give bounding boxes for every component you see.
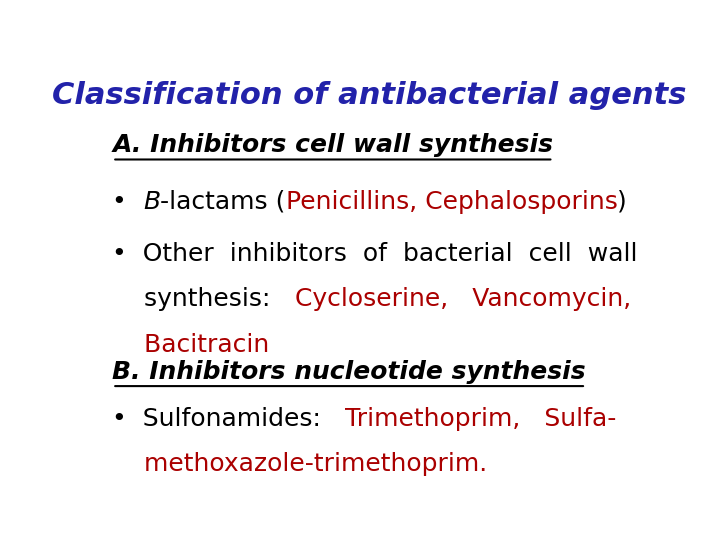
Text: -lactams (: -lactams ( [160, 190, 286, 213]
Text: methoxazole-trimethoprim.: methoxazole-trimethoprim. [112, 453, 487, 476]
Text: Cycloserine,   Vancomycin,: Cycloserine, Vancomycin, [294, 287, 631, 311]
Text: Classification of antibacterial agents: Classification of antibacterial agents [52, 82, 686, 111]
Text: ): ) [618, 190, 627, 213]
Text: •: • [112, 190, 143, 213]
Text: B. Inhibitors nucleotide synthesis: B. Inhibitors nucleotide synthesis [112, 360, 586, 384]
Text: Bacitracin: Bacitracin [112, 333, 269, 357]
Text: Penicillins, Cephalosporins: Penicillins, Cephalosporins [286, 190, 618, 213]
Text: B: B [143, 190, 160, 213]
Text: Trimethoprim,   Sulfa-: Trimethoprim, Sulfa- [345, 407, 616, 430]
Text: •  Sulfonamides:: • Sulfonamides: [112, 407, 345, 430]
Text: synthesis:: synthesis: [112, 287, 294, 311]
Text: •  Other  inhibitors  of  bacterial  cell  wall: • Other inhibitors of bacterial cell wal… [112, 241, 638, 266]
Text: A. Inhibitors cell wall synthesis: A. Inhibitors cell wall synthesis [112, 133, 553, 157]
